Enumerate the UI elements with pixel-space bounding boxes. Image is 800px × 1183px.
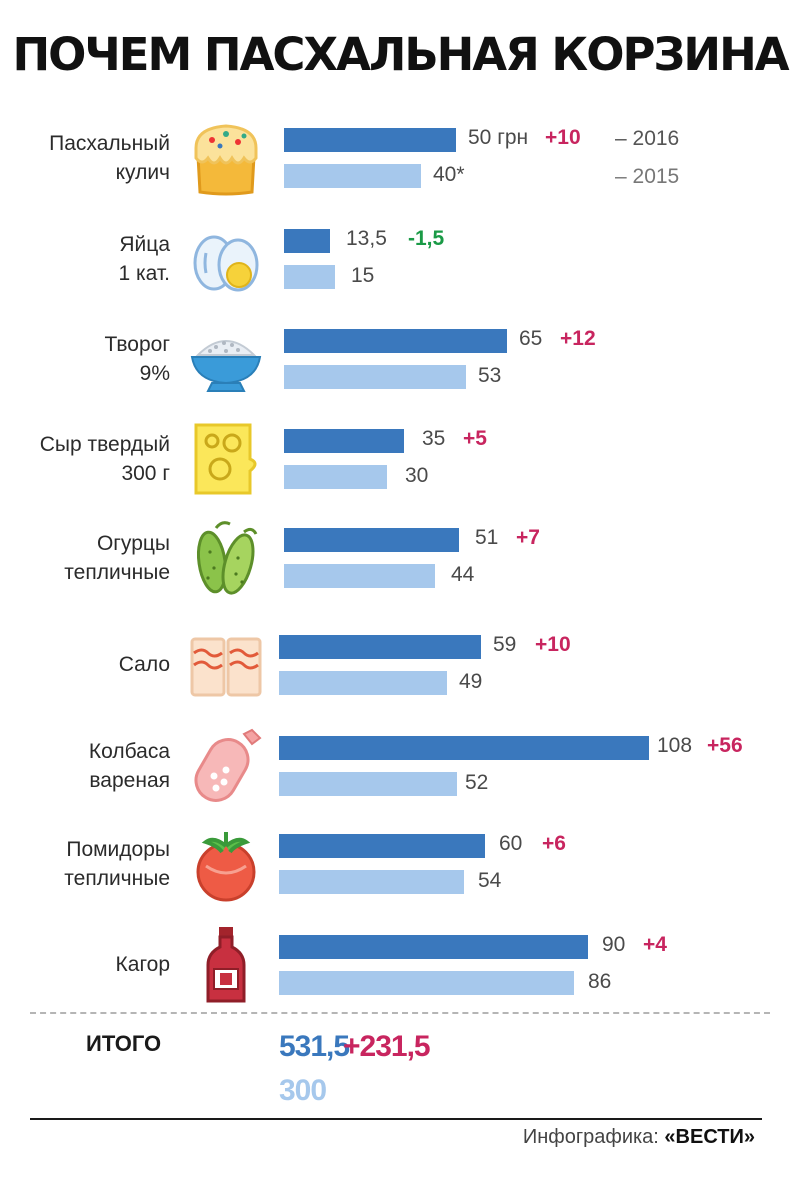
legend-2016: – 2016 [615,127,680,150]
value-2015: 40* [433,163,465,186]
bar-2015 [284,465,387,489]
bar-2015 [284,265,335,289]
change-value: +4 [643,933,667,956]
value-2015: 30 [405,464,429,487]
value-2016: 51 [475,526,499,549]
bar-2016 [279,935,588,959]
eggs-icon [186,219,266,299]
legend-2015: – 2015 [615,165,680,188]
cheese-icon [186,419,266,499]
value-2016: 50 грн [468,126,529,149]
value-2016: 13,5 [346,227,387,250]
total-label: ИТОГО [86,1031,162,1056]
total-previous: 300 [279,1074,327,1107]
value-2015: 49 [459,670,483,693]
wine-bottle-icon [186,925,266,1005]
page-title: ПОЧЕМ ПАСХАЛЬНАЯ КОРЗИНА [12,28,789,81]
row-label-line1: Кагор [115,953,170,976]
tomato-icon [186,824,266,904]
bar-2016 [284,329,507,353]
change-value: -1,5 [408,227,445,250]
row-label: Творог 9% [20,330,170,388]
credit-line: Инфографика: «ВЕСТИ» [523,1126,755,1149]
cottage-cheese-bowl-icon [186,319,266,399]
row-label: Яйца 1 кат. [20,230,170,288]
change-value: +10 [545,126,581,149]
dashed-divider [30,1012,770,1014]
value-2015: 52 [465,771,489,794]
row-label-line2: 1 кат. [118,262,170,285]
bar-2016 [279,834,485,858]
row-label-line2: тепличные [64,561,170,584]
bar-2015 [284,365,466,389]
change-value: +10 [535,633,571,656]
row-label-line1: Сало [118,653,170,676]
bar-2015 [279,870,464,894]
change-value: +5 [463,427,487,450]
row-label-line1: Колбаса [88,740,170,763]
bar-2015 [279,671,447,695]
bar-2016 [284,128,456,152]
row-label-line1: Сыр твердый [39,433,170,456]
row-label-line2: 9% [139,362,170,385]
cucumbers-icon [186,518,266,598]
value-2016: 59 [493,633,517,656]
change-value: +56 [707,734,743,757]
row-label-line1: Огурцы [96,532,170,555]
bar-2015 [279,971,574,995]
value-2015: 54 [478,869,502,892]
row-label-line1: Пасхальный [49,132,170,155]
row-label-line2: вареная [89,769,170,792]
value-2015: 15 [351,264,375,287]
row-label: Помидоры тепличные [20,835,170,893]
row-label: Огурцы тепличные [20,529,170,587]
row-label-line2: тепличные [64,867,170,890]
bar-2016 [284,229,330,253]
footer-divider [30,1118,762,1120]
row-label: Колбаса вареная [20,737,170,795]
credit-brand: «ВЕСТИ» [664,1126,755,1148]
bar-2016 [279,736,649,760]
row-label-line1: Помидоры [66,838,170,861]
bar-2016 [284,528,459,552]
row-label: Сало [20,650,170,679]
value-2015: 44 [451,563,475,586]
value-2016: 60 [499,832,523,855]
bar-2015 [279,772,457,796]
row-label-line2: кулич [115,161,170,184]
change-value: +6 [542,832,566,855]
salo-icon [186,625,266,705]
value-2016: 65 [519,327,543,350]
bar-2015 [284,564,435,588]
change-value: +7 [516,526,540,549]
value-2015: 86 [588,970,612,993]
value-2016: 108 [657,734,693,757]
sausage-icon [186,726,266,806]
row-label-line1: Творог [104,333,170,356]
row-label: Сыр твердый 300 г [20,430,170,488]
total-change: +231,5 [343,1030,431,1063]
row-label: Пасхальный кулич [20,129,170,187]
total-current: 531,5 [279,1030,350,1063]
change-value: +12 [560,327,596,350]
value-2016: 35 [422,427,446,450]
value-2015: 53 [478,364,502,387]
bar-2016 [284,429,404,453]
value-2016: 90 [602,933,626,956]
credit-prefix: Инфографика: [522,1126,665,1148]
row-label: Кагор [20,950,170,979]
row-label-line2: 300 г [121,462,170,485]
kulich-icon [186,118,266,198]
row-label-line1: Яйца [119,233,170,256]
bar-2016 [279,635,481,659]
bar-2015 [284,164,421,188]
